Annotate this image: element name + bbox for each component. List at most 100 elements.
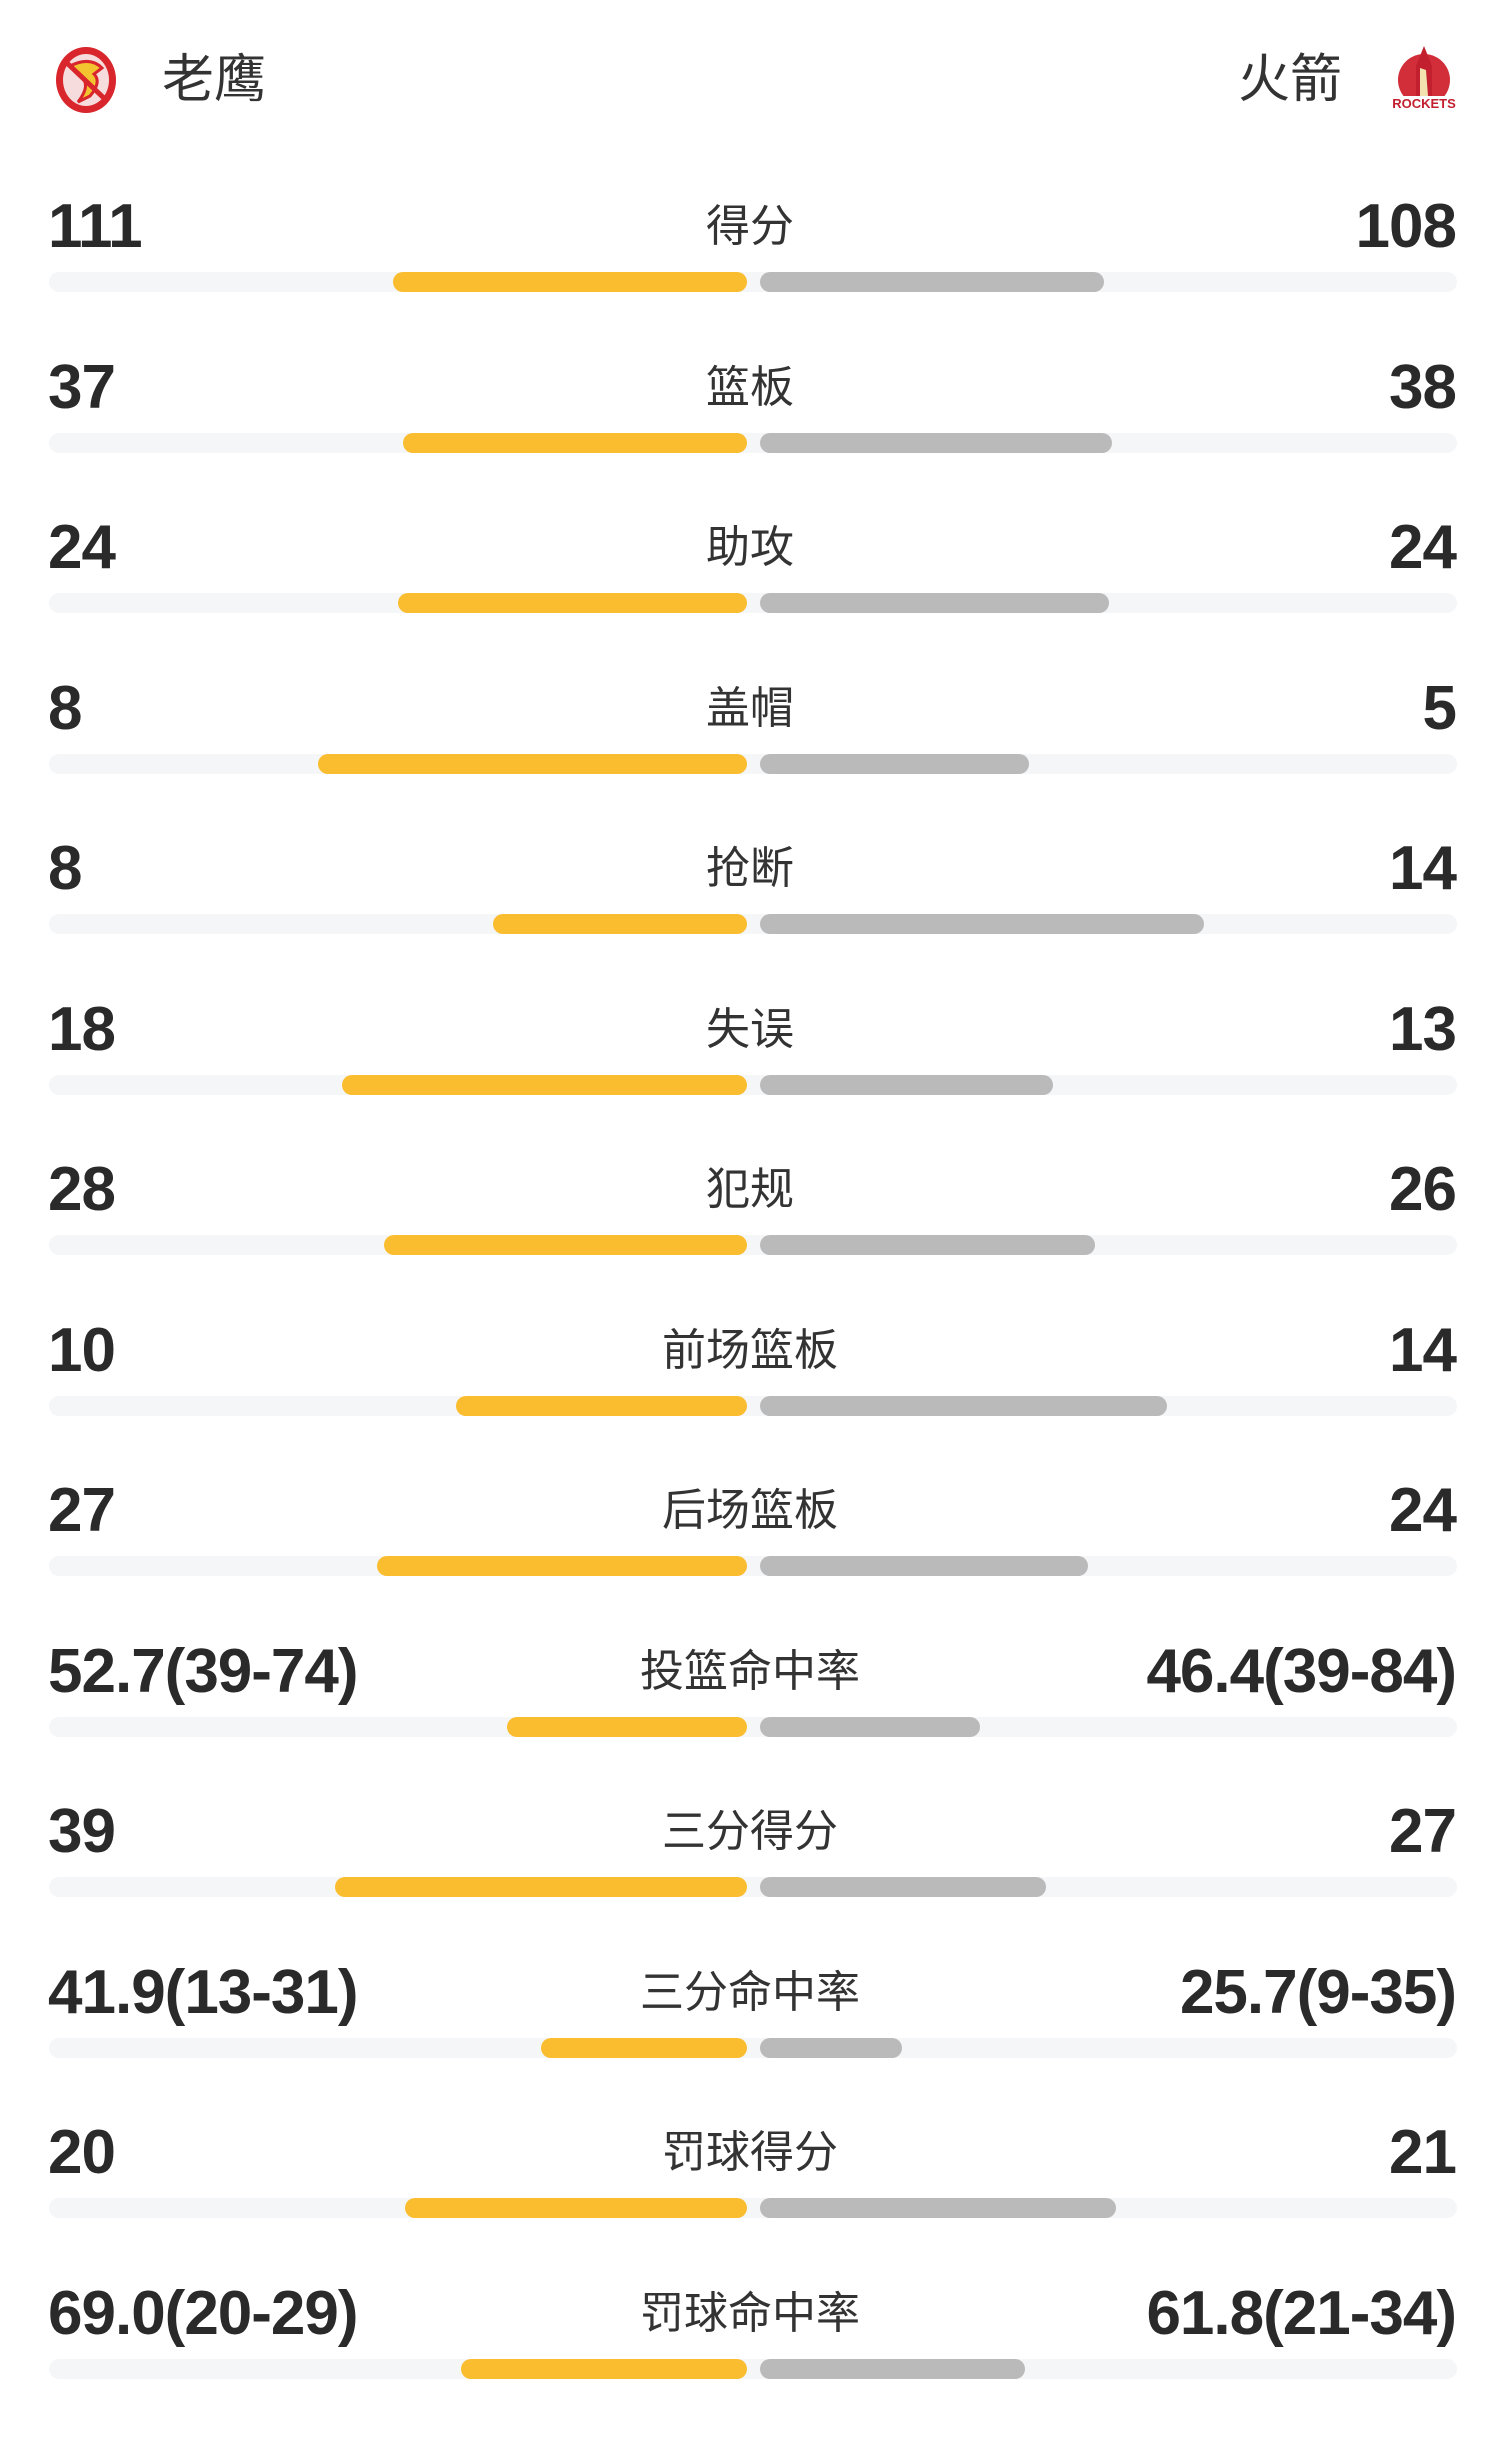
away-bar <box>760 1877 1047 1897</box>
home-value: 52.7(39-74) <box>48 1636 359 1706</box>
stat-label: 助攻 <box>706 522 794 573</box>
away-value: 5 <box>1422 673 1457 743</box>
team-header: 老鹰 火箭 ROCKETS <box>0 0 1500 160</box>
away-value: 61.8(21-34) <box>1146 2278 1457 2348</box>
home-bar <box>398 593 747 613</box>
away-value: 27 <box>1389 1797 1457 1866</box>
away-value: 14 <box>1389 834 1457 903</box>
home-bar <box>492 914 747 934</box>
home-value: 18 <box>48 994 116 1064</box>
home-value: 69.0(20-29) <box>48 2278 359 2348</box>
hawks-logo-icon <box>56 47 116 113</box>
away-value: 108 <box>1355 192 1457 261</box>
home-value: 20 <box>48 2118 116 2187</box>
away-bar <box>760 432 1112 453</box>
stat-label: 得分 <box>706 201 794 252</box>
stat-row: 20 罚球得分 21 <box>0 2117 1500 2277</box>
home-bar <box>384 1235 747 1255</box>
away-bar <box>760 1395 1167 1416</box>
home-value: 39 <box>48 1797 116 1866</box>
away-bar <box>760 1556 1089 1576</box>
stat-row: 37 篮板 38 <box>0 352 1500 512</box>
home-bar <box>455 1395 747 1416</box>
away-bar <box>760 1716 980 1737</box>
home-bar <box>404 2198 747 2218</box>
bar-track <box>49 1074 1457 1095</box>
stat-row: 24 助攻 24 <box>0 512 1500 672</box>
home-bar <box>506 1716 747 1737</box>
stat-label: 失误 <box>706 1003 794 1055</box>
away-value: 38 <box>1389 352 1457 422</box>
away-value: 24 <box>1389 513 1457 582</box>
stat-label: 罚球命中率 <box>640 2287 860 2339</box>
stat-row: 10 前场篮板 14 <box>0 1315 1500 1475</box>
away-value: 24 <box>1389 1476 1457 1545</box>
stat-label: 犯规 <box>706 1164 794 1215</box>
away-team-name: 火箭 <box>1237 50 1342 110</box>
stat-row: 39 三分得分 27 <box>0 1796 1500 1956</box>
home-value: 8 <box>48 673 82 743</box>
stat-label: 投篮命中率 <box>640 1645 860 1697</box>
bar-track <box>49 593 1457 613</box>
home-value: 28 <box>48 1155 116 1224</box>
stat-row: 18 失误 13 <box>0 994 1500 1154</box>
stat-label: 篮板 <box>706 361 794 413</box>
stat-label: 盖帽 <box>706 682 794 734</box>
bar-track <box>49 1716 1457 1737</box>
stat-label: 抢断 <box>706 843 794 894</box>
bar-track <box>49 432 1457 453</box>
away-bar <box>760 2358 1026 2379</box>
stat-row: 8 盖帽 5 <box>0 673 1500 833</box>
home-value: 10 <box>48 1315 116 1385</box>
stat-row: 28 犯规 26 <box>0 1154 1500 1314</box>
home-bar <box>460 2358 747 2379</box>
stat-row: 41.9(13-31) 三分命中率 25.7(9-35) <box>0 1957 1500 2117</box>
home-bar <box>377 1556 747 1576</box>
bar-track <box>49 1556 1457 1576</box>
away-bar <box>760 593 1109 613</box>
away-bar <box>760 1074 1054 1095</box>
away-value: 25.7(9-35) <box>1179 1957 1457 2027</box>
bar-track <box>49 2037 1457 2058</box>
home-team-name: 老鹰 <box>162 50 267 110</box>
home-value: 24 <box>48 513 116 582</box>
stat-label: 三分得分 <box>662 1806 838 1857</box>
stat-row: 52.7(39-74) 投篮命中率 46.4(39-84) <box>0 1636 1500 1796</box>
home-value: 8 <box>48 834 82 903</box>
home-bar <box>541 2037 747 2058</box>
stat-label: 前场篮板 <box>662 1324 838 1376</box>
away-bar <box>760 1235 1096 1255</box>
home-value: 37 <box>48 352 116 422</box>
stat-label: 三分命中率 <box>640 1966 860 2018</box>
home-bar <box>402 432 747 453</box>
stat-label: 后场篮板 <box>662 1485 838 1536</box>
away-bar <box>760 2037 902 2058</box>
away-value: 26 <box>1389 1155 1457 1224</box>
bar-track <box>49 1235 1457 1255</box>
bar-track <box>49 914 1457 934</box>
bar-track <box>49 2198 1457 2218</box>
away-value: 21 <box>1389 2118 1457 2187</box>
rockets-logo-text: ROCKETS <box>1392 96 1456 111</box>
rockets-logo-icon: ROCKETS <box>1390 46 1458 111</box>
stat-row: 69.0(20-29) 罚球命中率 61.8(21-34) <box>0 2278 1500 2438</box>
stat-row: 27 后场篮板 24 <box>0 1475 1500 1635</box>
away-value: 46.4(39-84) <box>1146 1636 1457 1706</box>
away-value: 14 <box>1389 1315 1457 1385</box>
stat-row: 111 得分 108 <box>0 191 1500 351</box>
away-bar <box>760 753 1029 774</box>
home-bar <box>342 1074 747 1095</box>
home-value: 111 <box>48 192 143 261</box>
home-bar <box>317 753 747 774</box>
away-value: 13 <box>1389 994 1457 1064</box>
home-value: 27 <box>48 1476 116 1545</box>
away-bar <box>760 272 1105 292</box>
stat-label: 罚球得分 <box>662 2127 838 2178</box>
stat-row: 8 抢断 14 <box>0 833 1500 993</box>
bar-track <box>49 753 1457 774</box>
away-bar <box>760 914 1204 934</box>
home-value: 41.9(13-31) <box>48 1957 359 2027</box>
home-bar <box>393 272 747 292</box>
home-bar <box>335 1877 747 1897</box>
bar-track <box>49 1877 1457 1897</box>
